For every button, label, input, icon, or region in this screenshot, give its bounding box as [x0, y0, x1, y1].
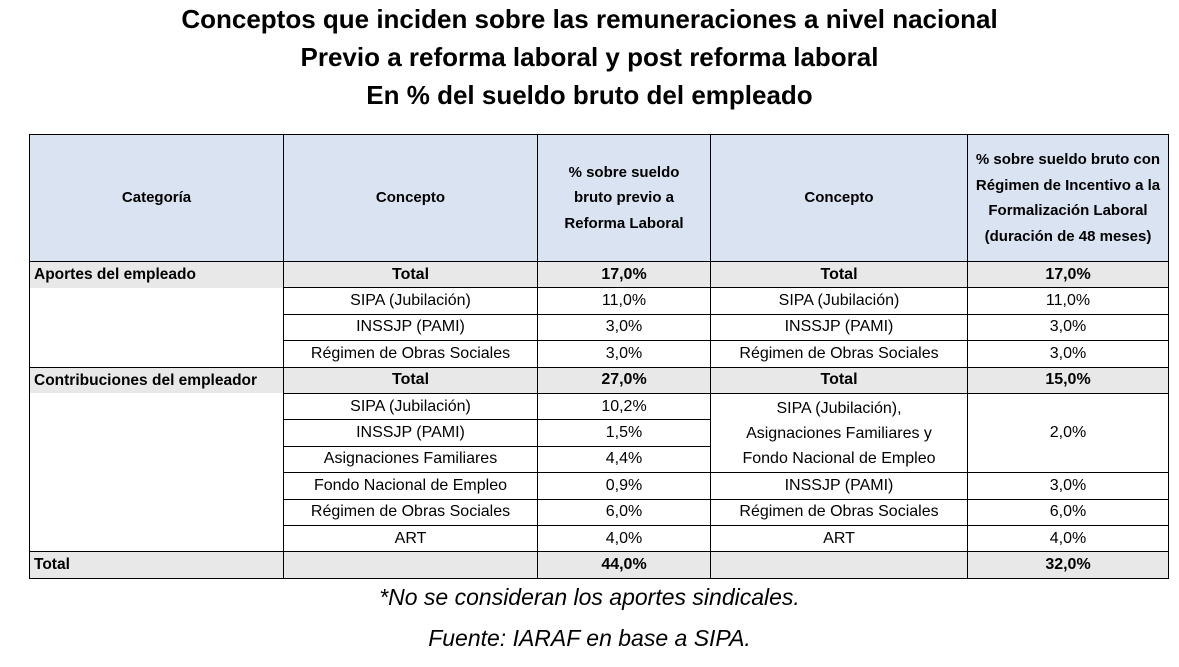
category-aportes: Aportes del empleado [29, 260, 284, 288]
merged-line-3: Fondo Nacional de Empleo [742, 449, 936, 467]
concepto-prev: INSSJP (PAMI) [283, 313, 538, 342]
concepto-post: SIPA (Jubilación) [710, 287, 968, 315]
pct-post-merged: 2,0% [967, 392, 1169, 474]
title-line-1: Conceptos que inciden sobre las remunera… [181, 4, 998, 34]
concepto-prev: Régimen de Obras Sociales [283, 498, 538, 526]
pct-post: 6,0% [967, 498, 1169, 526]
table-row: Régimen de Obras Sociales 3,0% Régimen d… [29, 340, 1169, 368]
table-row: Asignaciones Familiares 4,4% [29, 445, 1169, 474]
category-contribuciones: Contribuciones del empleador [29, 366, 284, 394]
grand-total-label: Total [29, 551, 284, 579]
grand-total-row: Total 44,0% 32,0% [29, 551, 1169, 579]
grand-total-post: 32,0% [967, 551, 1169, 579]
pct-post: 4,0% [967, 524, 1169, 553]
pct-post: 11,0% [967, 287, 1169, 315]
concepto-post: INSSJP (PAMI) [710, 472, 968, 500]
header-pct-prev: % sobre sueldo bruto previo a Reforma La… [537, 134, 711, 262]
pct-prev: 11,0% [537, 287, 711, 315]
header-pct-post: % sobre sueldo bruto con Régimen de Ince… [967, 134, 1169, 262]
pct-prev: 0,9% [537, 472, 711, 500]
concepto-prev: Asignaciones Familiares [283, 445, 538, 474]
concepto-post: INSSJP (PAMI) [710, 313, 968, 342]
pct-prev: 10,2% [537, 392, 711, 421]
title-line-3: En % del sueldo bruto del empleado [366, 80, 813, 110]
table-row: SIPA (Jubilación) 11,0% SIPA (Jubilación… [29, 287, 1169, 315]
footnote-sindicales: *No se consideran los aportes sindicales… [379, 584, 800, 610]
title-line-2: Previo a reforma laboral y post reforma … [300, 42, 879, 72]
concepto-prev: SIPA (Jubilación) [283, 392, 538, 421]
concepto-prev: ART [283, 524, 538, 553]
concepto-prev: Régimen de Obras Sociales [283, 340, 538, 368]
pct-prev: 4,4% [537, 445, 711, 474]
pct-prev: 6,0% [537, 498, 711, 526]
header-categoria: Categoría [29, 134, 284, 262]
aportes-total-post: 17,0% [967, 260, 1169, 289]
header-concepto-prev: Concepto [283, 134, 538, 262]
aportes-total-label-post: Total [710, 260, 968, 289]
pct-prev: 1,5% [537, 419, 711, 447]
header-concepto-post: Concepto [710, 134, 968, 262]
table-row: Fondo Nacional de Empleo 0,9% INSSJP (PA… [29, 472, 1169, 500]
contribuciones-total-prev: 27,0% [537, 366, 711, 394]
table-row: INSSJP (PAMI) 3,0% INSSJP (PAMI) 3,0% [29, 313, 1169, 342]
concepto-prev: INSSJP (PAMI) [283, 419, 538, 447]
merged-line-1: SIPA (Jubilación), [776, 399, 902, 417]
pct-prev: 4,0% [537, 524, 711, 553]
pct-post: 3,0% [967, 472, 1169, 500]
contribuciones-total-row: Contribuciones del empleador Total 27,0%… [29, 366, 1169, 394]
concepto-prev: Fondo Nacional de Empleo [283, 472, 538, 500]
pct-prev: 3,0% [537, 313, 711, 342]
pct-post: 3,0% [967, 313, 1169, 342]
concepto-post: Régimen de Obras Sociales [710, 340, 968, 368]
aportes-total-label-prev: Total [283, 260, 538, 289]
aportes-total-row: Aportes del empleado Total 17,0% Total 1… [29, 260, 1169, 289]
table-row: ART 4,0% ART 4,0% [29, 524, 1169, 553]
table-row: INSSJP (PAMI) 1,5% [29, 419, 1169, 447]
aportes-total-prev: 17,0% [537, 260, 711, 289]
pct-post: 3,0% [967, 340, 1169, 368]
contribuciones-total-label-prev: Total [283, 366, 538, 394]
concepto-post-merged: SIPA (Jubilación), Asignaciones Familiar… [710, 392, 968, 474]
header-row: Categoría Concepto % sobre sueldo bruto … [29, 134, 1169, 262]
concepto-post: Régimen de Obras Sociales [710, 498, 968, 526]
merged-line-2: Asignaciones Familiares y [746, 424, 932, 442]
footnote-fuente: Fuente: IARAF en base a SIPA. [428, 625, 751, 651]
concepto-post: ART [710, 524, 968, 553]
pct-prev: 3,0% [537, 340, 711, 368]
grand-total-prev: 44,0% [537, 551, 711, 579]
contribuciones-total-post: 15,0% [967, 366, 1169, 394]
contribuciones-total-label-post: Total [710, 366, 968, 394]
table-row: Régimen de Obras Sociales 6,0% Régimen d… [29, 498, 1169, 526]
concepto-prev: SIPA (Jubilación) [283, 287, 538, 315]
remuneraciones-table: Categoría Concepto % sobre sueldo bruto … [29, 134, 1169, 579]
table-row: SIPA (Jubilación) 10,2% SIPA (Jubilación… [29, 392, 1169, 474]
